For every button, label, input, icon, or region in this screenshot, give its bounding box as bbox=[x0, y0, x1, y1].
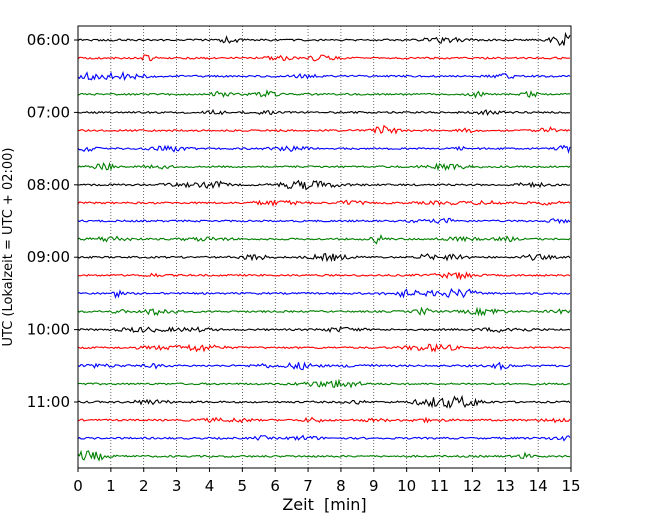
y-tick-label: 07:00 bbox=[27, 103, 70, 121]
x-tick-label: 14 bbox=[529, 477, 548, 495]
x-tick-label: 5 bbox=[238, 477, 248, 495]
trace-line bbox=[77, 252, 571, 263]
trace-line bbox=[77, 161, 571, 172]
trace-line bbox=[77, 306, 571, 317]
trace-line bbox=[77, 287, 571, 299]
trace-line bbox=[77, 70, 571, 81]
trace-line bbox=[77, 394, 571, 409]
trace-line bbox=[77, 179, 571, 191]
y-axis-label: UTC (Lokalzeit = UTC + 02:00) bbox=[1, 148, 16, 347]
x-tick-label: 12 bbox=[463, 477, 482, 495]
trace-line bbox=[77, 234, 571, 245]
y-tick-label: 08:00 bbox=[27, 176, 70, 194]
x-tick-label: 9 bbox=[369, 477, 379, 495]
y-axis-ticks: 06:00 07:00 08:00 09:00 10:00 11:00 bbox=[27, 31, 78, 411]
x-tick-label: 10 bbox=[397, 477, 416, 495]
x-axis-label: Zeit [min] bbox=[282, 495, 366, 514]
trace-line bbox=[77, 343, 571, 353]
trace-line bbox=[77, 416, 571, 424]
trace-line bbox=[77, 54, 571, 62]
y-tick-label: 10:00 bbox=[27, 321, 70, 339]
x-axis-ticks: 0 1 2 3 4 5 6 7 8 9 10 11 12 13 14 15 bbox=[73, 468, 581, 495]
y-tick-label: 09:00 bbox=[27, 248, 70, 266]
x-tick-label: 8 bbox=[336, 477, 346, 495]
trace-line bbox=[77, 144, 571, 155]
x-tick-label: 1 bbox=[106, 477, 116, 495]
trace-line bbox=[77, 108, 571, 117]
x-tick-label: 2 bbox=[139, 477, 149, 495]
trace-line bbox=[77, 199, 571, 207]
trace-line bbox=[77, 31, 571, 47]
seismogram-traces bbox=[77, 31, 571, 462]
trace-line bbox=[77, 271, 571, 281]
plot-frame bbox=[77, 25, 572, 469]
trace-line bbox=[77, 326, 571, 333]
trace-line bbox=[77, 449, 571, 462]
trace-line bbox=[77, 361, 571, 371]
x-tick-label: 6 bbox=[270, 477, 280, 495]
x-tick-label: 7 bbox=[303, 477, 313, 495]
y-tick-label: 11:00 bbox=[27, 393, 70, 411]
trace-line bbox=[77, 89, 571, 99]
x-tick-label: 11 bbox=[430, 477, 449, 495]
trace-line bbox=[77, 434, 571, 442]
x-tick-label: 15 bbox=[561, 477, 580, 495]
x-tick-label: 4 bbox=[205, 477, 215, 495]
trace-line bbox=[77, 124, 571, 135]
x-tick-label: 13 bbox=[496, 477, 515, 495]
x-tick-label: 3 bbox=[172, 477, 182, 495]
trace-line bbox=[77, 217, 571, 225]
x-tick-label: 0 bbox=[73, 477, 83, 495]
trace-line bbox=[77, 378, 571, 389]
y-tick-label: 06:00 bbox=[27, 31, 70, 49]
